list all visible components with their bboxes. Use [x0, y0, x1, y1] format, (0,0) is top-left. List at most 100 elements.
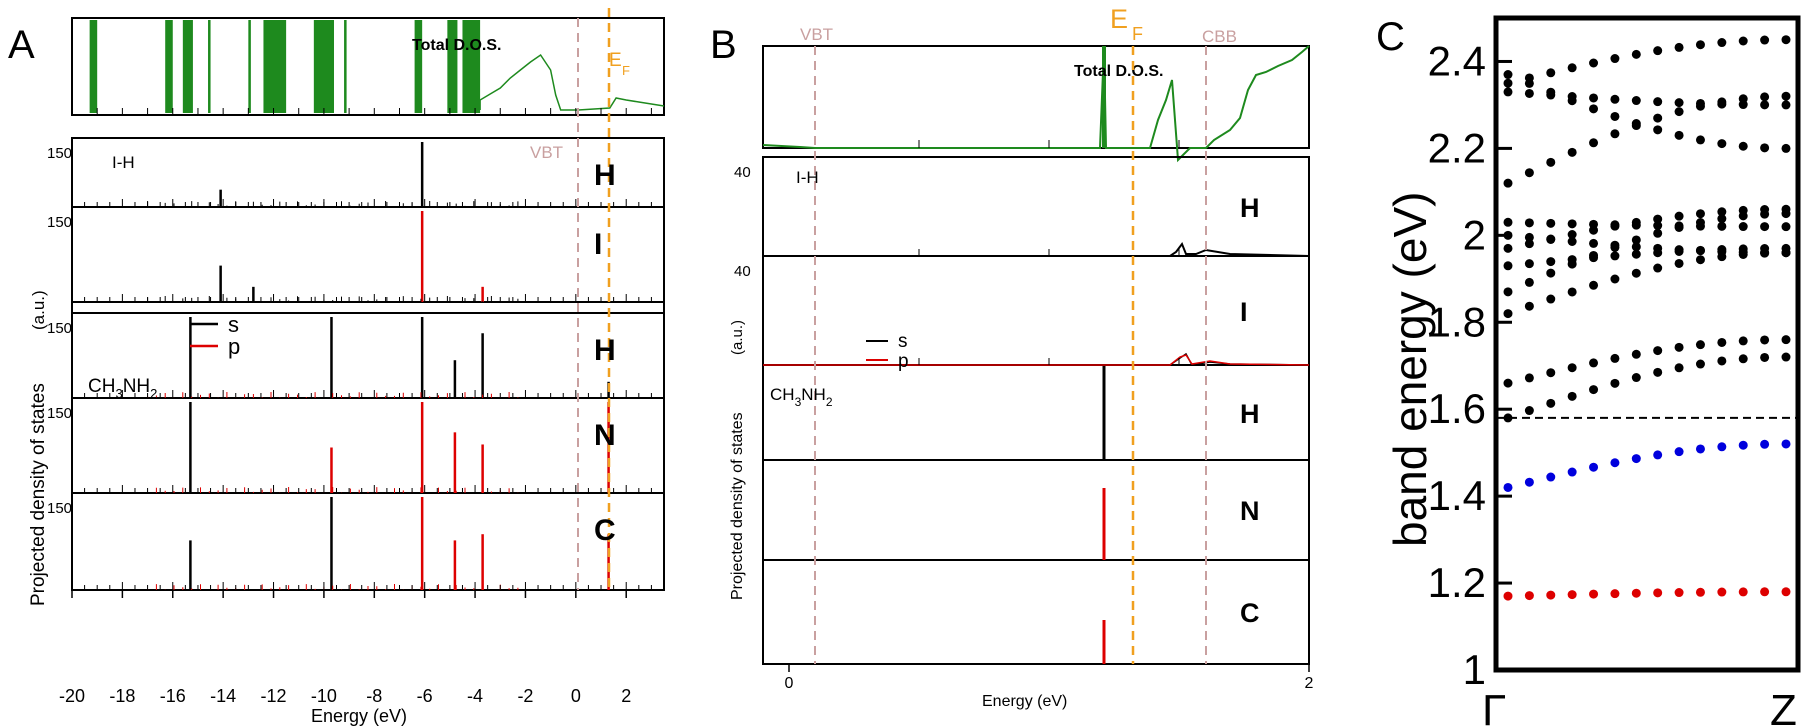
band-point: [1610, 111, 1620, 121]
band-point: [1610, 378, 1620, 388]
band-point: [1589, 253, 1599, 263]
panel-b-element-label: I: [1240, 297, 1248, 327]
total-dos-block: [414, 20, 423, 113]
panel-a-total-dos-box: [71, 17, 665, 116]
band-point: [1589, 358, 1599, 368]
band-point: [1674, 107, 1684, 117]
panel-a-ymax-label: 150: [47, 500, 72, 517]
band-point: [1717, 247, 1727, 257]
band-point: [1717, 442, 1727, 452]
band-point: [1589, 280, 1599, 290]
x-tick-label: -10: [311, 686, 337, 706]
band-point: [1631, 249, 1641, 259]
band-point: [1524, 239, 1534, 249]
panel-b-vbt-label: VBT: [800, 25, 833, 44]
x-tick-label: 2: [1305, 675, 1314, 692]
panel-a-element-label: H: [594, 159, 616, 192]
band-point: [1503, 287, 1513, 297]
panel-a-subpanel-dividers: [72, 206, 664, 494]
panel-a-x-ticks: -20 -18 -16 -14 -12 -10 -8 -6 -4 -2 0 2: [59, 590, 631, 706]
y-tick-label: 2.2: [1428, 124, 1486, 171]
panel-a-element-label: H: [594, 334, 616, 367]
panel-a-total-dos-label: Total D.O.S.: [412, 37, 501, 54]
total-dos-block: [462, 20, 481, 113]
band-point: [1589, 138, 1599, 148]
panel-a-element-label: I: [594, 228, 602, 261]
band-point: [1589, 104, 1599, 114]
band-point: [1589, 238, 1599, 248]
band-point: [1546, 87, 1556, 97]
band-point: [1546, 68, 1556, 78]
band-point: [1610, 274, 1620, 284]
total-dos-block: [447, 20, 458, 113]
band-point: [1760, 205, 1770, 215]
panel-b-subpanel-dividers: [763, 255, 1309, 561]
band-point: [1653, 214, 1663, 224]
band-point: [1781, 35, 1791, 45]
panel-b-ymax-label: 40: [734, 263, 751, 280]
band-point: [1610, 589, 1620, 599]
band-point: [1567, 255, 1577, 265]
x-tick-label: -2: [517, 686, 533, 706]
panel-b-subpanel-labels: 40 H 40 I H N C: [734, 164, 1260, 628]
band-point: [1738, 354, 1748, 364]
panel-b-xlabel: Energy (eV): [982, 693, 1067, 710]
band-point: [1653, 367, 1663, 377]
panel-c-letter: C: [1376, 15, 1405, 59]
band-point: [1589, 462, 1599, 472]
x-tick-label: -18: [109, 686, 135, 706]
band-point: [1674, 363, 1684, 373]
band-point: [1546, 398, 1556, 408]
band-point: [1524, 259, 1534, 269]
panel-a: A Total D.O.S. VBT E F 150H150I150H150N1…: [8, 8, 665, 726]
panel-b: B Total D.O.S. VBT CBB E F 40 H 40 I H N C I-H…: [710, 4, 1314, 710]
band-point: [1760, 100, 1770, 110]
band-point: [1503, 261, 1513, 271]
band-point: [1631, 235, 1641, 245]
band-point: [1653, 450, 1663, 460]
panel-b-group2-label: CH3NH2: [770, 385, 833, 409]
band-point: [1524, 88, 1534, 98]
band-point: [1674, 342, 1684, 352]
band-point: [1589, 219, 1599, 229]
total-dos-block: [182, 20, 193, 113]
y-tick-label: 1.4: [1428, 472, 1486, 519]
band-point: [1781, 204, 1791, 214]
band-point: [1524, 301, 1534, 311]
total-dos-curve: [479, 53, 665, 111]
band-point: [1503, 230, 1513, 240]
legend-s-label: s: [898, 331, 908, 352]
total-dos-block: [165, 20, 173, 113]
band-point: [1631, 242, 1641, 252]
band-point: [1503, 87, 1513, 97]
band-point: [1503, 413, 1513, 423]
band-point: [1738, 440, 1748, 450]
total-dos-block: [313, 20, 334, 113]
band-point: [1589, 589, 1599, 599]
band-point: [1589, 58, 1599, 68]
band-point: [1653, 221, 1663, 231]
band-point: [1653, 113, 1663, 123]
panel-a-subpanel-labels: 150 H 150 I 150 H 150 N 150 C: [47, 145, 616, 547]
panel-a-total-dos-curve: [71, 20, 665, 115]
legend-p-label: p: [898, 351, 909, 372]
band-point: [1760, 335, 1770, 345]
band-point: [1695, 40, 1705, 50]
panel-b-yunit: (a.u.): [729, 320, 746, 355]
band-point: [1695, 359, 1705, 369]
panel-b-cbb-label: CBB: [1202, 27, 1237, 46]
band-point: [1567, 147, 1577, 157]
panel-a-yunit: (a.u.): [29, 290, 48, 330]
band-point: [1610, 54, 1620, 64]
x-tick-label: 2: [621, 686, 631, 706]
band-point: [1631, 96, 1641, 106]
panel-b-element-label: N: [1240, 496, 1260, 526]
panel-b-ef-label: E F: [1110, 4, 1143, 44]
panel-a-letter: A: [8, 23, 35, 67]
x-tick-label: -14: [210, 686, 236, 706]
panel-a-ylabel: Projected density of states: [28, 383, 49, 606]
band-point: [1653, 46, 1663, 56]
band-point: [1760, 222, 1770, 232]
panel-b-letter: B: [710, 23, 737, 67]
panel-a-minor-ticks: [71, 199, 665, 590]
